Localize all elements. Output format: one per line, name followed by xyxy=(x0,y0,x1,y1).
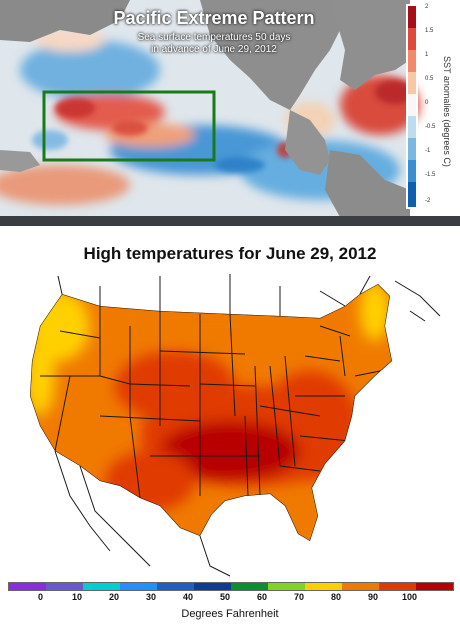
sst-map-subtitle: Sea surface temperatures 50 days in adva… xyxy=(104,32,324,56)
legend-swatch xyxy=(120,583,157,590)
colorbar-tick: 0.5 xyxy=(425,76,434,82)
legend-tick: 50 xyxy=(220,592,231,602)
legend-tick: 40 xyxy=(183,592,194,602)
colorbar-tick: -1.5 xyxy=(425,172,436,178)
colorbar-tick: -2 xyxy=(425,198,431,204)
legend-swatch xyxy=(83,583,120,590)
legend-swatch xyxy=(342,583,379,590)
legend-swatch xyxy=(268,583,305,590)
colorbar-tick: 1 xyxy=(425,52,429,58)
legend-tick: 100 xyxy=(402,592,418,602)
usa-temperature-graphic xyxy=(30,274,441,577)
colorbar-tick: 0 xyxy=(425,100,429,106)
legend-caption: Degrees Fahrenheit xyxy=(181,608,279,620)
colorbar-tick: -1 xyxy=(425,148,431,154)
legend-tick: 60 xyxy=(257,592,268,602)
temperature-legend-bar xyxy=(8,582,454,591)
legend-tick: 30 xyxy=(146,592,157,602)
colorbar-tick: 2 xyxy=(425,4,429,10)
sst-map-title: Pacific Extreme Pattern xyxy=(113,8,315,28)
sst-map-graphic xyxy=(0,0,420,217)
sst-anomaly-map: Pacific Extreme Pattern Sea surface temp… xyxy=(0,0,460,217)
legend-swatch xyxy=(46,583,83,590)
high-temperature-map: High temperatures for June 29, 2012 xyxy=(0,226,460,629)
legend-tick: 80 xyxy=(331,592,342,602)
legend-tick-labels: 0 10 20 30 40 50 60 70 80 90 100 xyxy=(0,592,460,604)
colorbar-label: SST anomalies (degrees C) xyxy=(442,55,452,167)
legend-tick: 20 xyxy=(109,592,120,602)
legend-swatch xyxy=(9,583,46,590)
legend-swatch xyxy=(231,583,268,590)
legend-tick: 0 xyxy=(38,592,44,602)
legend-swatch xyxy=(305,583,342,590)
legend-swatch xyxy=(157,583,194,590)
legend-swatch xyxy=(379,583,416,590)
colorbar-tick: 1.5 xyxy=(425,28,434,34)
legend-tick: 90 xyxy=(368,592,379,602)
legend-tick: 70 xyxy=(294,592,305,602)
map-title: High temperatures for June 29, 2012 xyxy=(83,244,377,263)
legend-swatch xyxy=(416,583,453,590)
sst-subtitle-line2: in advance of June 29, 2012 xyxy=(151,44,277,55)
panel-divider xyxy=(0,216,460,226)
legend-swatch xyxy=(194,583,231,590)
legend-tick: 10 xyxy=(72,592,83,602)
colorbar-tick: -0.5 xyxy=(425,124,436,130)
sst-subtitle-line1: Sea surface temperatures 50 days xyxy=(137,32,291,43)
